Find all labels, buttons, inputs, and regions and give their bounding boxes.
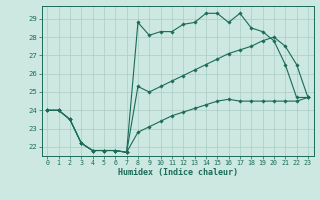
X-axis label: Humidex (Indice chaleur): Humidex (Indice chaleur)	[118, 168, 237, 177]
